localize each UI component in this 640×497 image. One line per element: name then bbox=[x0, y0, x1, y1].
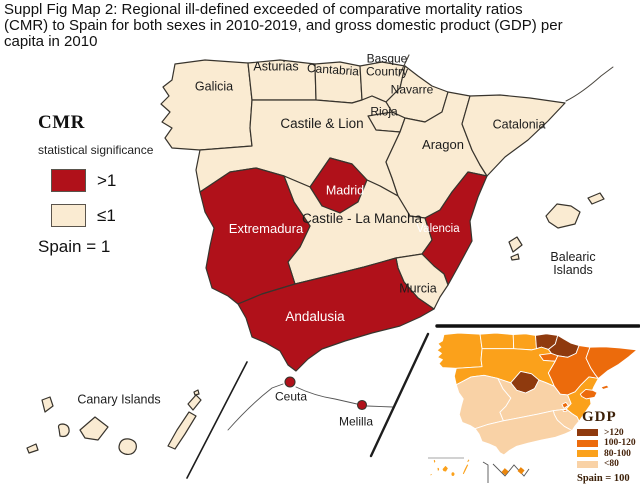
cmr-legend-item-1: ≤1 bbox=[38, 204, 208, 227]
cmr-swatch-label-0: >1 bbox=[97, 170, 117, 190]
gdp-legend-item-0: >120 bbox=[577, 427, 639, 438]
cmr-legend-item-0: >1 bbox=[38, 169, 208, 192]
separator-line-right bbox=[369, 332, 430, 458]
gdp-swatch-label-3: <80 bbox=[604, 459, 619, 470]
inset-melilla-mark bbox=[517, 467, 525, 475]
gdp-swatch-1 bbox=[577, 439, 598, 447]
gdp-legend-item-1: 100-120 bbox=[577, 438, 639, 449]
gdp-swatch-0 bbox=[577, 429, 598, 437]
inset-balearic-layer bbox=[562, 385, 609, 411]
inset-peninsula-layer bbox=[437, 333, 637, 455]
region-melilla bbox=[356, 399, 368, 411]
cmr-legend: CMR statistical significance >1 ≤1 Spain … bbox=[38, 112, 208, 257]
gdp-legend-item-2: 80-100 bbox=[577, 448, 639, 459]
inset-canary-layer bbox=[430, 457, 470, 476]
gdp-swatch-3 bbox=[577, 460, 598, 468]
region-andalusia bbox=[237, 257, 435, 372]
africa-coastline-middle bbox=[295, 386, 358, 405]
africa-coastline-east bbox=[366, 405, 394, 408]
inset-ceuta-coast-line bbox=[482, 461, 489, 483]
figure-title: Suppl Fig Map 2: Regional ill-defined ex… bbox=[4, 2, 640, 50]
decor-lines-layer bbox=[186, 54, 640, 479]
cmr-swatch-1 bbox=[51, 204, 86, 227]
region-cantabria bbox=[314, 61, 363, 104]
gdp-swatch-label-2: 80-100 bbox=[604, 448, 631, 459]
figure-title-line-1: Suppl Fig Map 2: Regional ill-defined ex… bbox=[4, 1, 523, 18]
inset-region-catalonia bbox=[586, 347, 637, 379]
inset-ceuta-mark bbox=[501, 468, 509, 476]
region-asturias bbox=[247, 59, 317, 101]
france-coastline bbox=[565, 66, 614, 102]
region-canary bbox=[26, 389, 202, 456]
africa-coastline-west bbox=[227, 383, 284, 431]
gdp-legend: GDP >120 100-120 80-100 <80 Spain = 100 bbox=[577, 409, 639, 484]
gdp-legend-rows: >120 100-120 80-100 <80 bbox=[577, 427, 639, 470]
cmr-legend-rows: >1 ≤1 bbox=[38, 169, 208, 227]
gdp-swatch-label-1: 100-120 bbox=[604, 438, 636, 449]
main-map-layer bbox=[26, 59, 605, 456]
figure-title-line-2: (CMR) to Spain for both sexes in 2010-20… bbox=[4, 17, 563, 34]
separator-line-left bbox=[186, 361, 248, 479]
basque-label-pointer-line bbox=[398, 54, 410, 77]
cmr-swatch-0 bbox=[51, 169, 86, 192]
region-ceuta bbox=[284, 376, 296, 388]
inset-region-galicia bbox=[437, 333, 482, 368]
inset-region-andalusia bbox=[475, 411, 572, 455]
inset-region-balearic bbox=[562, 385, 609, 411]
gdp-legend-note: Spain = 100 bbox=[577, 473, 630, 484]
inset-region-cantabria bbox=[513, 334, 536, 350]
inset-extra-layer bbox=[428, 457, 530, 483]
cmr-legend-note: Spain = 1 bbox=[38, 237, 111, 256]
inset-melilla-coast-line bbox=[492, 463, 530, 477]
inset-region-canary bbox=[430, 457, 470, 476]
region-catalonia bbox=[461, 94, 566, 177]
region-balearic bbox=[508, 192, 605, 261]
gdp-swatch-label-0: >120 bbox=[604, 427, 624, 438]
gdp-legend-title: GDP bbox=[582, 409, 617, 425]
gdp-legend-item-3: <80 bbox=[577, 459, 639, 470]
cmr-legend-subtitle: statistical significance bbox=[38, 143, 154, 157]
figure-title-line-3: capita in 2010 bbox=[4, 33, 98, 50]
gdp-swatch-2 bbox=[577, 450, 598, 458]
cmr-swatch-label-1: ≤1 bbox=[97, 205, 116, 225]
cmr-legend-title: CMR bbox=[38, 112, 85, 133]
inset-region-asturias bbox=[480, 333, 514, 349]
